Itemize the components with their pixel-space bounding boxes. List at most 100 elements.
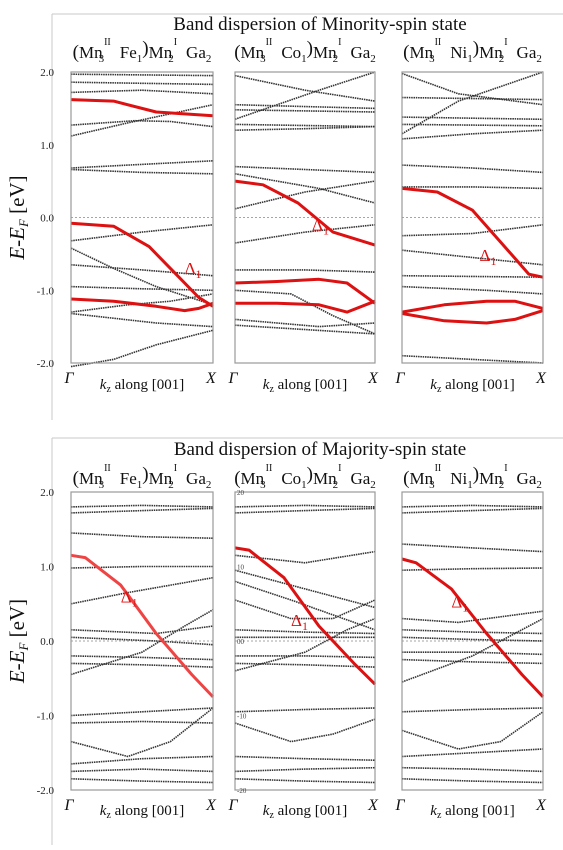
band-line [234,324,376,335]
band-line [234,707,376,713]
panel-label: (Mn3IINi1)Mn2IGa2 [403,37,542,65]
band-line [70,168,214,175]
band-line [234,103,376,110]
y-tick-label: 1.0 [40,562,54,574]
delta1-annotation: Δ1 [480,246,497,268]
band-line [70,576,214,605]
x-tick-gamma: Γ [63,370,74,387]
x-axis-label: kz along [001] [263,803,347,821]
band-line [70,264,214,277]
y-tick-label: 1.0 [40,140,54,152]
band-line [234,71,376,121]
band-line [401,658,544,665]
panel-frame [234,491,376,791]
band-line [70,247,214,306]
y-tick-label: 0.0 [40,213,54,225]
chart-majority: E-EF [eV] Δ1 kz along [001] Δ1 kz along [001… [5,437,563,845]
band-line [70,609,214,676]
panel-frame [401,71,544,364]
band-line [70,707,214,717]
delta1-band-line [235,299,376,314]
band-line [234,504,376,508]
x-tick-x: X [535,797,547,814]
y-tick-label: -2.0 [37,785,55,797]
delta1-band-line [70,297,214,313]
band-line [234,755,376,761]
x-tick-x: X [535,370,547,387]
panel-label: (Mn3IIFe1)Mn2IGa2 [73,37,212,65]
panel-label: (Mn3IINi1)Mn2IGa2 [403,463,542,491]
inner-tick-label: -10 [237,713,247,721]
panel-frame [234,71,376,364]
band-line [235,269,376,273]
band-line [70,103,214,137]
chart-title: Band dispersion of Minority-spin state [173,14,466,35]
delta1-band-line [401,557,545,698]
band-line [401,507,544,514]
band-line [70,160,214,169]
band-line [70,636,214,646]
delta1-band-line [70,221,214,308]
panel-frame [70,71,214,364]
chart-title: Band dispersion of Majority-spin state [174,439,466,460]
band-line [234,778,376,784]
band-line [70,329,214,368]
x-axis-label: kz along [001] [263,377,347,395]
inner-tick-label: 10 [237,564,245,572]
band-line [401,766,544,773]
x-tick-gamma: Γ [394,370,405,387]
x-tick-gamma: Γ [63,797,74,814]
y-tick-label: 0.0 [40,636,54,648]
band-line [401,354,544,364]
delta1-band-line [401,309,544,325]
delta1-band-line [401,186,544,279]
band-line [401,707,544,713]
panel-3: Δ1 kz along [001] [401,491,545,821]
band-line [401,629,544,635]
panel-label: (Mn3IICo1)Mn2IGa2 [234,37,376,65]
band-line [235,655,376,659]
x-axis-label: kz along [001] [100,377,184,395]
y-tick-label: -2.0 [37,358,55,370]
band-line [401,636,544,642]
band-line [401,116,544,121]
band-line [401,96,544,101]
panel-frame [401,491,544,791]
band-line [234,224,376,244]
band-line [70,312,214,328]
band-line [402,651,544,656]
y-tick-label: 2.0 [40,67,54,79]
inner-tick-label: 20 [237,489,245,497]
delta1-band-line [234,179,376,247]
band-line [70,565,213,569]
band-line [70,73,214,77]
y-axis-label: E-EF [eV] [5,599,31,684]
x-axis-label: kz along [001] [430,803,514,821]
band-line [234,599,376,620]
band-line [70,81,214,86]
band-line [70,662,214,668]
band-line [234,580,376,631]
band-line [70,755,214,765]
x-tick-x: X [367,370,379,387]
band-line [401,711,544,750]
band-line [70,224,214,242]
band-line [234,173,376,204]
inner-tick-label: 00 [237,638,245,646]
delta1-band-line [234,277,376,305]
band-line [401,617,544,683]
band-line [70,625,214,635]
panel-3: Δ1 kz along [001] [401,71,544,395]
panel-2: Δ1 kz along [001] [234,491,377,821]
band-line [234,74,376,102]
inner-tick-label: -20 [237,787,247,795]
band-line [234,165,376,174]
band-line [70,768,214,773]
delta1-band-line [70,98,214,118]
delta1-annotation: Δ1 [451,592,468,614]
y-axis-label: E-EF [eV] [5,175,31,260]
band-line [234,125,376,131]
band-line [401,164,544,174]
